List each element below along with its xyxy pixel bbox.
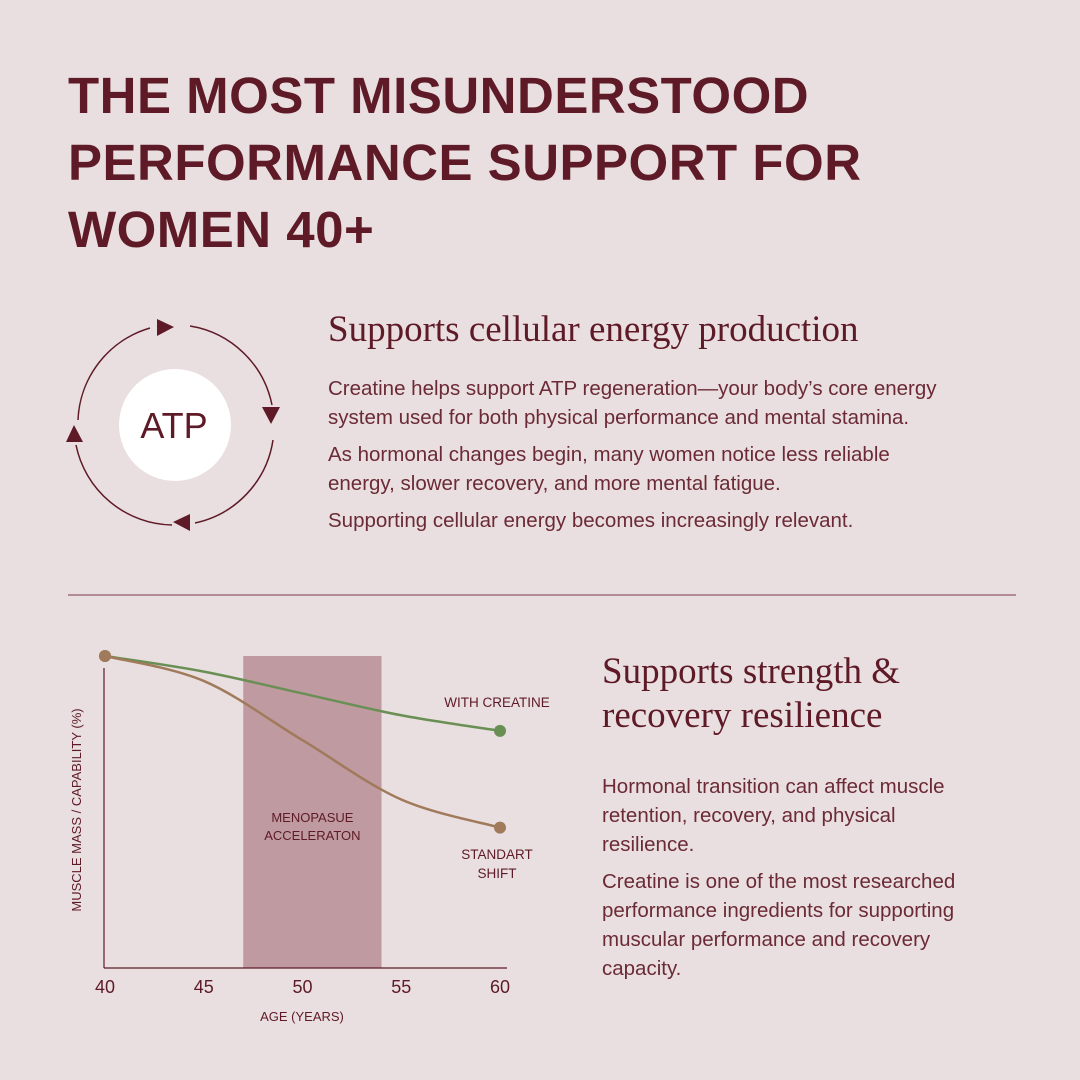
x-axis-title: AGE (YEARS) [260,1009,344,1024]
atp-label: ATP [140,405,207,446]
section-body: Creatine helps support ATP regeneration—… [328,374,937,543]
chart: MENOPASUE ACCELERATON 40 45 50 55 60 AGE (YEARS… [69,650,550,1024]
line: capacity. [602,957,682,980]
line: Creatine is one of the most researched [602,870,956,893]
band-label: MENOPASUE [271,810,353,825]
point [99,650,111,662]
arrow [173,514,190,531]
band [243,656,382,968]
section-heading: Supports strength & recovery resilience [602,650,900,738]
title-line: PERFORMANCE SUPPORT FOR [68,134,862,191]
x-tick-label: 55 [391,977,411,997]
paragraph: Creatine helps support ATP regeneration—… [328,374,937,432]
band-label: ACCELERATON [264,828,360,843]
cycle-arc [77,327,151,421]
x-tick-label: 40 [95,977,115,997]
point [494,821,506,834]
cycle-arc [189,325,273,406]
paragraph: Creatine is one of the most researched pe… [602,867,955,983]
atp-circle [119,369,231,481]
paragraph: As hormonal changes begin, many women no… [328,440,937,498]
line: As hormonal changes begin, many women no… [328,443,890,466]
section-heading: Supports cellular energy production [328,309,859,350]
cycle-arc [75,444,173,526]
section-body: Hormonal transition can affect muscle ret… [602,772,955,991]
line: system used for both physical performanc… [328,406,910,429]
heading-line: recovery resilience [602,695,883,736]
cycle-arrows [66,319,280,531]
x-tick-label: 60 [490,977,510,997]
line: Hormonal transition can affect muscle [602,775,945,798]
line: retention, recovery, and physical [602,804,896,827]
series-label: WITH CREATINE [444,695,550,710]
x-tick-label: 50 [292,977,312,997]
line: energy, slower recovery, and more mental… [328,472,781,495]
paragraph: Hormonal transition can affect muscle ret… [602,772,955,859]
arrow [262,407,280,424]
line: performance ingredients for supporting [602,899,955,922]
series-line [104,654,501,733]
arrow [157,319,174,336]
line: resilience. [602,833,695,856]
y-axis-title: MUSCLE MASS / CAPABILITY (%) [69,708,84,911]
title: THE MOST MISUNDERSTOOD PERFORMANCE SUPPO… [68,62,862,263]
x-tick-label: 45 [194,977,214,997]
cycle-arc [194,439,274,524]
title-line: THE MOST MISUNDERSTOOD [68,67,810,124]
paragraph: Supporting cellular energy becomes incre… [328,506,937,535]
line: Supporting cellular energy becomes incre… [328,509,854,532]
series-label: STANDART [461,847,533,862]
atp-cycle [75,325,274,526]
title-line: WOMEN 40+ [68,201,375,258]
heading-line: Supports strength & [602,651,901,692]
line: muscular performance and recovery [602,928,931,951]
arrow [66,425,83,442]
point [494,724,506,737]
line: Creatine helps support ATP regeneration—… [328,377,937,400]
series-line [104,654,501,829]
series-label: SHIFT [478,866,517,881]
